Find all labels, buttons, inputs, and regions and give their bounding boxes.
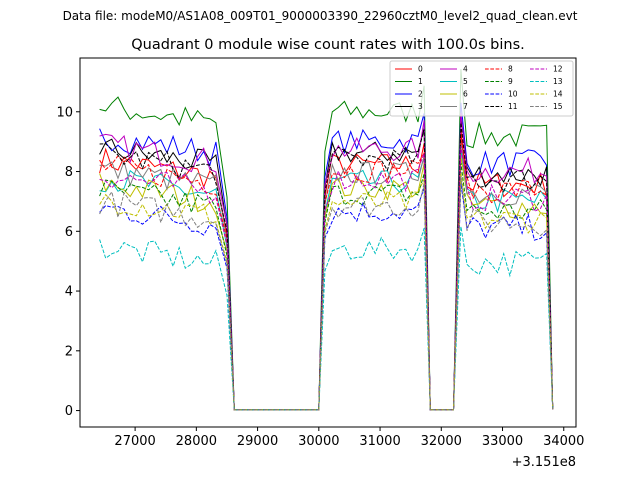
series-line-15 [99, 176, 554, 411]
series-line-1 [99, 69, 554, 411]
legend-label-7: 7 [463, 102, 468, 111]
series-line-2 [99, 102, 554, 411]
y-tick-label: 4 [65, 285, 73, 300]
series-line-5 [99, 149, 554, 411]
chart-title: Quadrant 0 module wise count rates with … [131, 37, 525, 53]
legend-label-2: 2 [418, 90, 423, 99]
legend-label-14: 14 [553, 90, 563, 99]
legend-box [389, 60, 574, 117]
series-line-6 [99, 156, 554, 411]
legend-label-3: 3 [418, 102, 423, 111]
x-tick-label: 30000 [298, 434, 339, 449]
series-line-9 [99, 162, 554, 411]
series-line-7 [99, 139, 554, 411]
x-axis-ticks: 27000 28000 29000 30000 31000 32000 33000 34000 [114, 427, 584, 449]
series-line-3 [99, 116, 554, 411]
series-line-11 [99, 122, 554, 411]
legend-label-0: 0 [418, 65, 423, 74]
series-line-8 [99, 136, 554, 411]
series-line-4 [99, 112, 554, 411]
x-tick-label: 27000 [114, 434, 155, 449]
legend-label-8: 8 [508, 65, 513, 74]
x-tick-label: 29000 [237, 434, 278, 449]
x-tick-label: 28000 [176, 434, 217, 449]
legend-label-11: 11 [508, 102, 518, 111]
series-lines [99, 69, 554, 411]
x-tick-label: 32000 [421, 434, 462, 449]
series-line-10 [99, 182, 554, 411]
legend-label-4: 4 [463, 65, 468, 74]
y-axis-ticks: 0 2 4 6 8 10 [56, 105, 80, 419]
plot-frame [79, 57, 577, 428]
x-axis-offset-label: +3.151e8 [512, 455, 576, 470]
legend-label-12: 12 [553, 65, 563, 74]
y-tick-label: 2 [65, 344, 73, 359]
series-line-14 [99, 172, 554, 411]
y-tick-label: 6 [65, 225, 73, 240]
x-tick-label: 31000 [359, 434, 400, 449]
x-tick-label: 34000 [543, 434, 584, 449]
series-line-13 [99, 226, 554, 411]
series-line-12 [99, 146, 554, 411]
legend-label-1: 1 [418, 77, 423, 86]
y-tick-label: 10 [56, 105, 73, 120]
legend-label-5: 5 [463, 77, 468, 86]
x-tick-label: 33000 [482, 434, 523, 449]
legend-label-10: 10 [508, 90, 518, 99]
legend-label-9: 9 [508, 77, 513, 86]
y-tick-label: 8 [65, 165, 73, 180]
y-tick-label: 0 [65, 404, 73, 419]
legend-label-6: 6 [463, 90, 468, 99]
legend-label-15: 15 [553, 102, 563, 111]
legend-label-13: 13 [553, 77, 563, 86]
chart-suptitle: Data file: modeM0/AS1A08_009T01_90000033… [63, 9, 578, 23]
